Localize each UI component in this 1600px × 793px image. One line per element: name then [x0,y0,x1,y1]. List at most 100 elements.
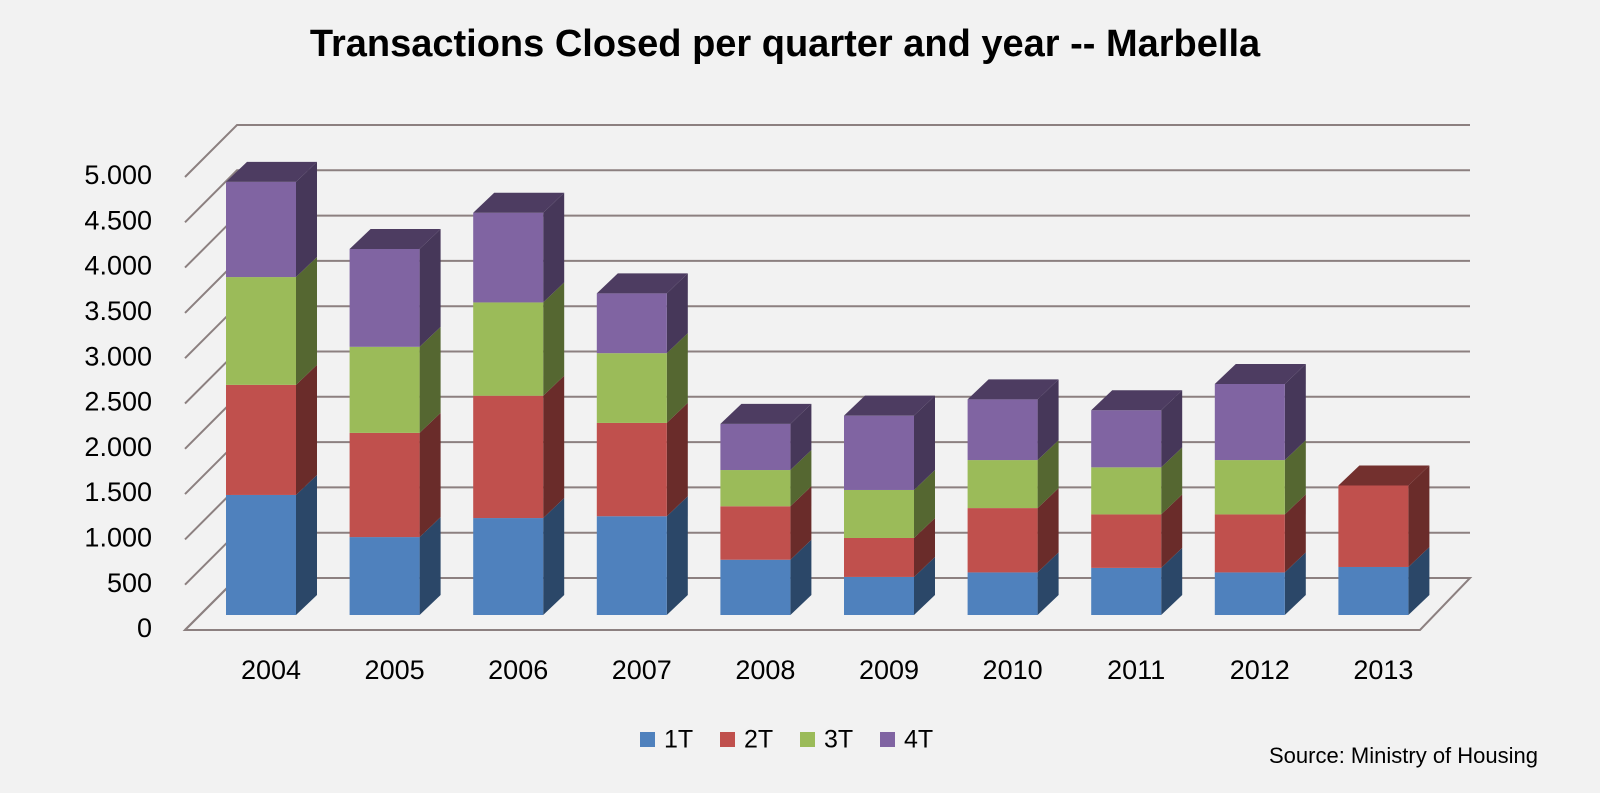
bar-top [967,379,1059,400]
bar [1091,410,1162,468]
bar-top [473,192,565,213]
bar [1338,566,1409,615]
bar [844,537,914,577]
bar [596,516,667,615]
y-tick-label: 2.000 [84,432,152,462]
bar-side [296,257,317,385]
bar [967,399,1038,461]
bar [473,212,544,303]
bar [1214,383,1285,461]
bar [720,559,791,615]
legend-label: 3T [824,726,853,754]
bar-side [1161,494,1183,568]
bar [967,460,1038,509]
legend-label: 2T [744,726,773,754]
bar-side [790,486,812,560]
legend-swatch [720,732,735,747]
bar-side [1284,494,1306,573]
y-tick-label: 500 [107,568,152,598]
x-tick-label: 2004 [241,655,301,685]
bar-side [666,496,688,615]
bar [473,395,544,519]
bar-side [296,161,317,278]
source: Source: Ministry of Housing [1269,743,1538,768]
y-tick-label: 4.000 [84,251,152,281]
legend-label: 4T [904,726,933,754]
bar-side [1408,546,1430,615]
x-tick-label: 2010 [983,655,1043,685]
y-tick-label: 5.000 [84,160,152,190]
bar-side [543,282,565,396]
bar [1214,514,1285,573]
bar-side [296,364,317,495]
bar [1214,460,1285,515]
bar-top [844,395,935,416]
bar-side [419,326,441,433]
bar-side [1037,552,1059,615]
bar [1091,467,1162,515]
bar [967,572,1038,615]
bar-side [296,474,317,615]
bar [844,576,914,615]
x-tick-label: 2013 [1353,655,1413,685]
bar-side [419,412,441,538]
bar [226,277,296,385]
bar-side [1284,363,1306,461]
bar [349,346,420,433]
bar-side [1161,547,1183,615]
y-tick-label: 0 [137,613,152,643]
grid-line [184,124,1470,178]
bar-side [1037,379,1059,461]
bar-side [419,228,441,347]
bar [1214,572,1285,615]
bar-side [1161,390,1183,468]
x-tick-label: 2008 [735,655,795,685]
bar-side [666,273,688,354]
bar-top [349,228,441,249]
bar-side [666,333,688,423]
bar-top [596,273,688,294]
bar-side [543,375,565,519]
bar-side [790,403,812,471]
x-tick-label: 2012 [1230,655,1290,685]
y-tick-label: 3.000 [84,341,152,371]
bar-side [1284,552,1306,615]
y-tick-label: 1.500 [84,477,152,507]
bar-side [1408,465,1430,567]
bar-side [914,556,935,615]
bar-side [543,498,565,615]
bar [720,506,791,560]
bar-side [790,539,812,615]
bar [226,181,296,278]
bar [349,537,420,615]
bar [1338,485,1409,567]
bar [473,518,544,615]
y-tick-label: 4.500 [84,205,152,235]
legend-swatch [880,732,895,747]
bar-top [1214,363,1306,384]
legend-swatch [640,732,655,747]
x-tick-label: 2007 [612,655,672,685]
bar-side [1037,488,1059,573]
bar-side [1284,440,1306,515]
bar [226,494,296,615]
bar [596,422,667,517]
bar-side [914,469,935,538]
x-tick-label: 2006 [488,655,548,685]
y-tick-label: 3.500 [84,296,152,326]
bar [349,432,420,538]
bar [720,423,791,471]
bar [596,293,667,354]
bar-top [226,161,317,182]
bar-side [790,450,812,507]
bar-side [666,402,688,517]
bar-top [720,403,812,424]
bar [1091,567,1162,615]
y-tick-label: 1.000 [84,523,152,553]
bar-side [914,395,935,490]
bar [1091,514,1162,568]
legend-label: 1T [664,726,693,754]
bar [473,302,544,396]
grid-line [184,169,1470,224]
